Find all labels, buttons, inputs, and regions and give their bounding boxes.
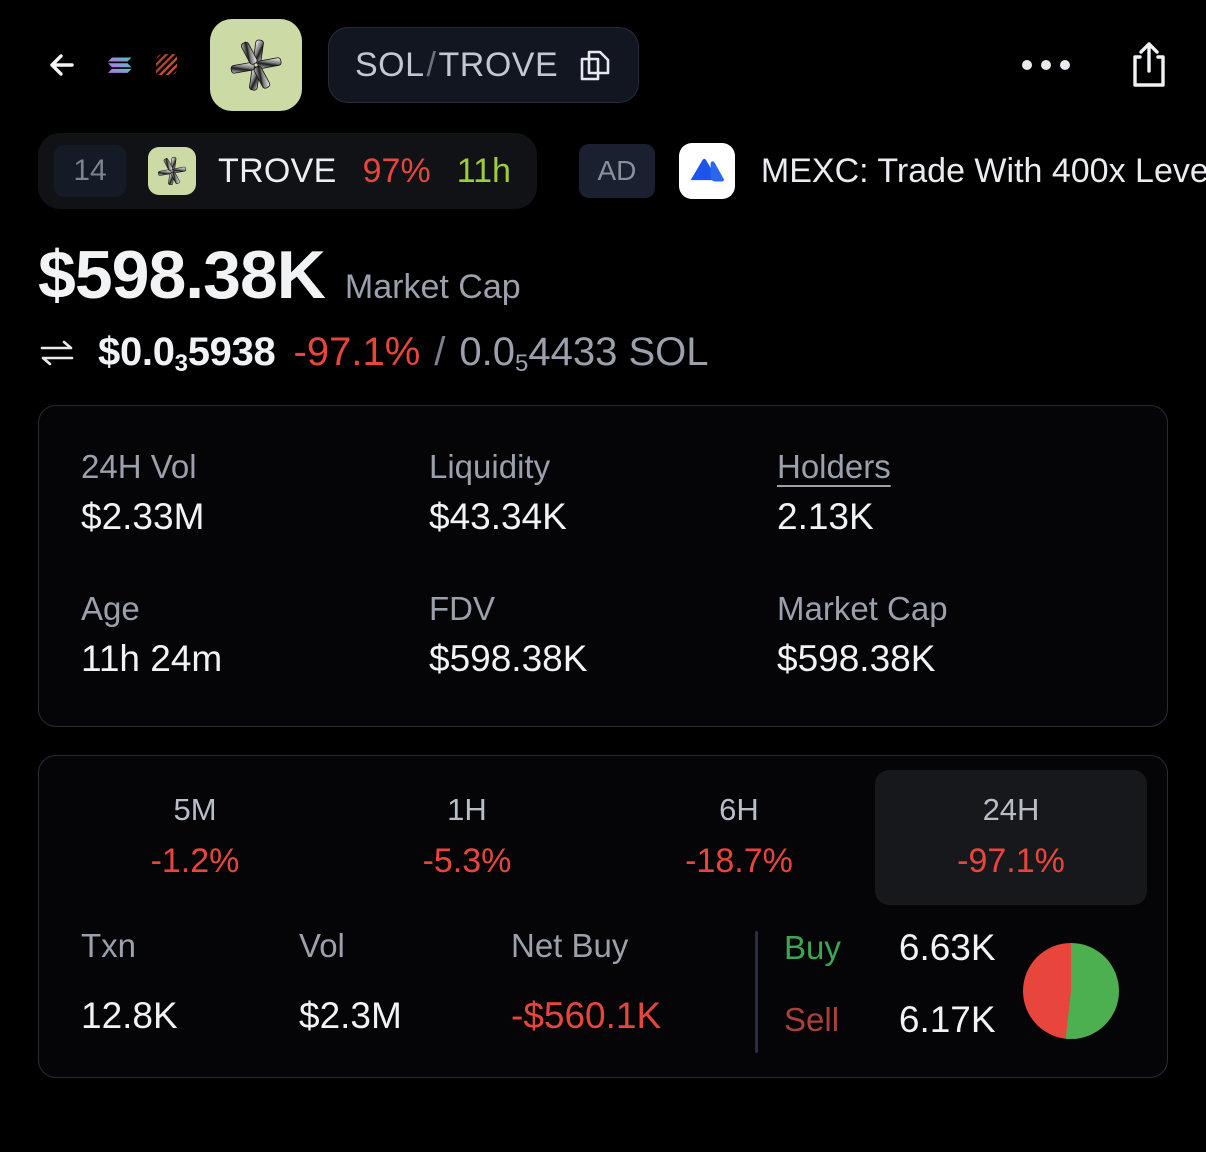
stats-card: 24H Vol $2.33M Liquidity $43.34K Holders… <box>38 405 1168 727</box>
pair-separator: / <box>426 45 437 84</box>
chip-token-logo-icon <box>148 147 196 195</box>
flow-cell-vol: Vol $2.3M <box>299 927 511 1037</box>
pair-label: SOL/TROVE <box>355 46 558 85</box>
solana-icon <box>104 48 138 82</box>
stat-cell-liquidity: Liquidity $43.34K <box>429 448 777 580</box>
price-usd-digits: 5938 <box>187 330 276 374</box>
stat-cell-24h-vol: 24H Vol $2.33M <box>81 448 429 580</box>
share-icon[interactable] <box>1126 39 1172 91</box>
flow-label: Net Buy <box>511 927 629 964</box>
chip-token-name: TROVE <box>218 151 337 190</box>
flow-label: Vol <box>299 927 345 964</box>
price-sol-subscript: 5 <box>515 350 529 377</box>
ad-banner[interactable]: AD MEXC: Trade With 400x Leverage <box>578 143 1206 199</box>
copy-icon[interactable] <box>578 47 612 83</box>
buy-value: 6.63K <box>898 927 996 968</box>
timeframe-value: -18.7% <box>685 842 793 880</box>
swap-arrows-icon[interactable] <box>38 339 76 367</box>
price-usd-prefix: $0.0 <box>98 330 175 374</box>
market-cap-line: $598.38K Market Cap <box>38 236 1206 314</box>
stat-label: Market Cap <box>777 590 948 627</box>
dot-3 <box>1060 60 1070 70</box>
timeframe-label: 1H <box>447 792 487 827</box>
pair-base: SOL <box>355 45 425 84</box>
timeframe-label: 24H <box>982 792 1040 827</box>
price-change: -97.1% <box>293 330 421 374</box>
buy-label: Buy <box>784 929 841 966</box>
ad-text: MEXC: Trade With 400x Leverage <box>760 151 1206 190</box>
hatched-pool-icon <box>150 48 184 82</box>
price-sol-digits: 4433 <box>528 330 618 374</box>
flow-label: Txn <box>81 927 137 964</box>
stat-value: $2.33M <box>81 496 205 537</box>
tab-24h[interactable]: 24H -97.1% <box>875 770 1147 905</box>
stat-value: 11h 24m <box>81 638 223 679</box>
price-divider: / <box>434 330 446 374</box>
price-line: $0.035938 -97.1% / 0.054433 SOL <box>38 330 1206 377</box>
pair-quote: TROVE <box>438 45 559 84</box>
pie-slice-group <box>1023 943 1119 1039</box>
stat-label: Age <box>81 590 140 627</box>
timeframe-value: -5.3% <box>422 842 512 880</box>
timeframe-value: -97.1% <box>957 842 1065 880</box>
stat-label: Liquidity <box>429 448 551 485</box>
dot-2 <box>1041 60 1051 70</box>
token-chip[interactable]: 14 TROVE 97% 11h <box>38 133 537 209</box>
tab-6h[interactable]: 6H -18.7% <box>603 770 875 905</box>
vertical-divider <box>755 931 758 1053</box>
price-sol: 0.054433 SOL <box>459 330 709 377</box>
rank-badge: 14 <box>54 145 126 197</box>
timeframe-label: 6H <box>719 792 759 827</box>
flow-cell-net-buy: Net Buy -$560.1K <box>511 927 751 1037</box>
sell-label: Sell <box>784 1001 840 1038</box>
flow-value: $2.3M <box>299 995 402 1036</box>
stat-label: 24H Vol <box>81 448 197 485</box>
price-sol-unit: SOL <box>628 330 709 374</box>
performance-card: 5M -1.2% 1H -5.3% 6H -18.7% 24H -97.1% T… <box>38 755 1168 1078</box>
more-options-icon[interactable] <box>1008 46 1084 84</box>
market-cap-value: $598.38K <box>38 237 326 313</box>
stat-value: $43.34K <box>429 496 567 537</box>
stats-grid: 24H Vol $2.33M Liquidity $43.34K Holders… <box>81 448 1125 680</box>
app-header: SOL/TROVE <box>0 0 1206 130</box>
flow-stats-row: Txn 12.8K Vol $2.3M Net Buy -$560.1K Buy… <box>59 905 1147 1053</box>
price-usd: $0.035938 <box>98 330 276 377</box>
tab-1h[interactable]: 1H -5.3% <box>331 770 603 905</box>
market-cap-label: Market Cap <box>344 268 521 306</box>
stat-cell-holders[interactable]: Holders 2.13K <box>777 448 1125 580</box>
stat-label: FDV <box>429 590 495 627</box>
stat-cell-market-cap: Market Cap $598.38K <box>777 590 1125 680</box>
stat-value: $598.38K <box>429 638 588 679</box>
stat-cell-fdv: FDV $598.38K <box>429 590 777 680</box>
sell-value: 6.17K <box>898 999 996 1040</box>
flow-cell-txn: Txn 12.8K <box>81 927 299 1037</box>
pair-pill[interactable]: SOL/TROVE <box>328 27 640 103</box>
stat-value: $598.38K <box>777 638 936 679</box>
timeframe-tabs: 5M -1.2% 1H -5.3% 6H -18.7% 24H -97.1% <box>59 770 1147 905</box>
buy-sell-grid: Buy 6.63K Sell 6.17K <box>784 927 996 1041</box>
price-block: $598.38K Market Cap $0.035938 -97.1% / 0… <box>0 212 1206 377</box>
buy-sell-pie-chart <box>1023 927 1125 1039</box>
chip-row: 14 TROVE 97% 11h AD <box>0 130 1206 212</box>
price-usd-subscript: 3 <box>174 350 188 377</box>
stat-cell-age: Age 11h 24m <box>81 590 429 680</box>
price-sol-prefix: 0.0 <box>459 330 515 374</box>
trove-star-logo <box>210 19 302 111</box>
flow-value: -$560.1K <box>511 995 662 1036</box>
chain-icon-group <box>104 48 184 82</box>
chip-age: 11h <box>456 151 511 190</box>
flow-value: 12.8K <box>81 995 178 1036</box>
stat-label[interactable]: Holders <box>777 448 891 485</box>
back-arrow-icon[interactable] <box>40 42 86 88</box>
ad-badge: AD <box>578 144 655 198</box>
timeframe-value: -1.2% <box>150 842 240 880</box>
dot-1 <box>1022 60 1032 70</box>
stat-value: 2.13K <box>777 496 874 537</box>
tab-5m[interactable]: 5M -1.2% <box>59 770 331 905</box>
timeframe-label: 5M <box>173 792 217 827</box>
mexc-logo <box>678 143 735 199</box>
chip-change: 97% <box>362 151 431 190</box>
